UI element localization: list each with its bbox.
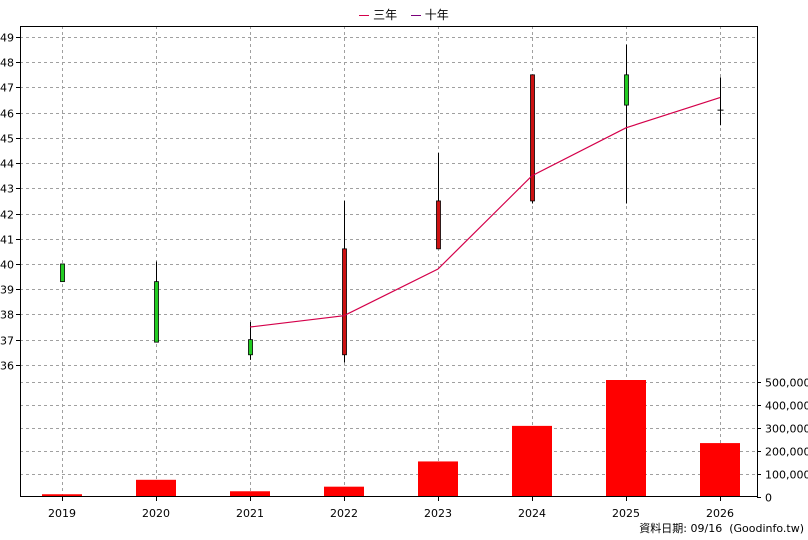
- axes: 36 37 38 39 40 41 42 43 44 45 46 47 48 49 0 100,000 200,…: [0, 32, 808, 521]
- legend-swatch-ten-year: [410, 15, 421, 16]
- moving-average-lines: [249, 96, 721, 328]
- price-tick-label: 44: [0, 158, 14, 171]
- footer-source: 資料日期: 09/16 (Goodinfo.tw): [639, 522, 804, 535]
- candle-body: [154, 281, 159, 343]
- grid-layer: [20, 26, 757, 497]
- price-tick-label: 49: [0, 32, 14, 45]
- price-tick-label: 37: [0, 335, 14, 348]
- price-tick-label: 43: [0, 183, 14, 196]
- series-line-three-year: [249, 96, 721, 328]
- price-tick-label: 46: [0, 108, 14, 121]
- volume-tick-label: 200,000: [765, 446, 808, 459]
- legend-swatch-three-year: [359, 15, 370, 16]
- volume-bar: [324, 486, 364, 497]
- plot-frame: [20, 26, 758, 497]
- price-tick-label: 41: [0, 234, 14, 247]
- price-tick-label: 38: [0, 309, 14, 322]
- volume-bars: [42, 380, 740, 497]
- volume-bar: [700, 443, 740, 497]
- x-tick-label: 2022: [330, 507, 358, 520]
- x-tick-label: 2025: [612, 507, 640, 520]
- x-tick-label: 2026: [706, 507, 734, 520]
- volume-bar: [136, 479, 176, 497]
- legend-label-three-year: 三年: [373, 8, 398, 22]
- volume-tick-label: 0: [765, 492, 772, 505]
- volume-tick-label: 100,000: [765, 469, 808, 482]
- price-tick-label: 39: [0, 284, 14, 297]
- volume-bar: [230, 491, 270, 497]
- candle-body: [60, 263, 65, 283]
- volume-bar: [606, 380, 646, 497]
- price-tick-label: 48: [0, 57, 14, 70]
- x-tick-label: 2019: [48, 507, 76, 520]
- candle-body: [530, 74, 535, 202]
- volume-bar: [42, 494, 82, 497]
- candle-body: [248, 339, 253, 356]
- x-tick-label: 2023: [424, 507, 452, 520]
- volume-bar: [418, 461, 458, 497]
- x-tick-label: 2021: [236, 507, 264, 520]
- x-tick-label: 2024: [518, 507, 546, 520]
- volume-tick-label: 500,000: [765, 377, 808, 390]
- legend-label-ten-year: 十年: [424, 8, 449, 22]
- price-candles: [60, 44, 724, 363]
- legend: 三年 十年: [0, 6, 808, 23]
- candle-body: [342, 248, 347, 356]
- price-tick-label: 42: [0, 209, 14, 222]
- price-tick-label: 45: [0, 133, 14, 146]
- price-tick-label: 36: [0, 360, 14, 373]
- legend-item-ten-year: 十年: [410, 8, 449, 22]
- x-tick-label: 2020: [142, 507, 170, 520]
- price-tick-label: 40: [0, 259, 14, 272]
- volume-bar: [512, 425, 552, 497]
- volume-tick-label: 400,000: [765, 400, 808, 413]
- candle-body: [624, 74, 629, 106]
- legend-item-three-year: 三年: [359, 8, 401, 22]
- price-tick-label: 47: [0, 82, 14, 95]
- candle-body: [436, 200, 441, 250]
- volume-tick-label: 300,000: [765, 423, 808, 436]
